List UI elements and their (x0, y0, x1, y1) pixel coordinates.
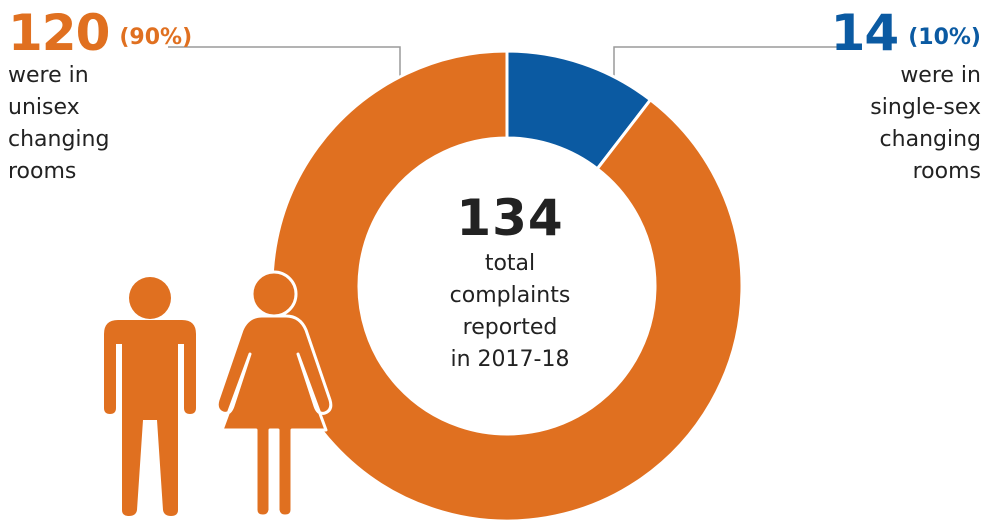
single-sex-label: 14 (10%) were in single-sex changing room… (831, 8, 981, 188)
single-sex-count: 14 (830, 4, 900, 62)
unisex-desc-line: changing (8, 127, 110, 152)
total-caption-line: reported (462, 315, 558, 340)
single-sex-desc-line: single-sex (870, 95, 981, 120)
woman-figure-icon (215, 270, 333, 518)
leader-line-single-sex (613, 46, 842, 78)
unisex-percent: (90%) (119, 25, 193, 50)
total-caption-line: complaints (449, 283, 571, 308)
man-figure-icon (104, 277, 196, 516)
single-sex-desc-line: were in (900, 63, 981, 88)
total-caption-line: total (484, 251, 536, 276)
single-sex-percent: (10%) (908, 25, 981, 50)
total-count: 134 (456, 189, 564, 247)
single-sex-desc-line: changing (879, 127, 981, 152)
unisex-desc-line: unisex (8, 95, 80, 120)
unisex-desc-line: were in (8, 63, 89, 88)
unisex-label: 120 (90%) were in unisex changing rooms (8, 8, 192, 188)
unisex-desc-line: rooms (8, 159, 77, 184)
center-total-label: 134 total complaints reported in 2017-18 (410, 192, 610, 376)
single-sex-desc-line: rooms (912, 159, 981, 184)
donut-slices (270, 49, 744, 520)
unisex-count: 120 (8, 4, 110, 62)
slice-unisex (270, 49, 744, 520)
leader-line-unisex (168, 46, 401, 78)
total-caption-line: in 2017-18 (450, 347, 570, 372)
